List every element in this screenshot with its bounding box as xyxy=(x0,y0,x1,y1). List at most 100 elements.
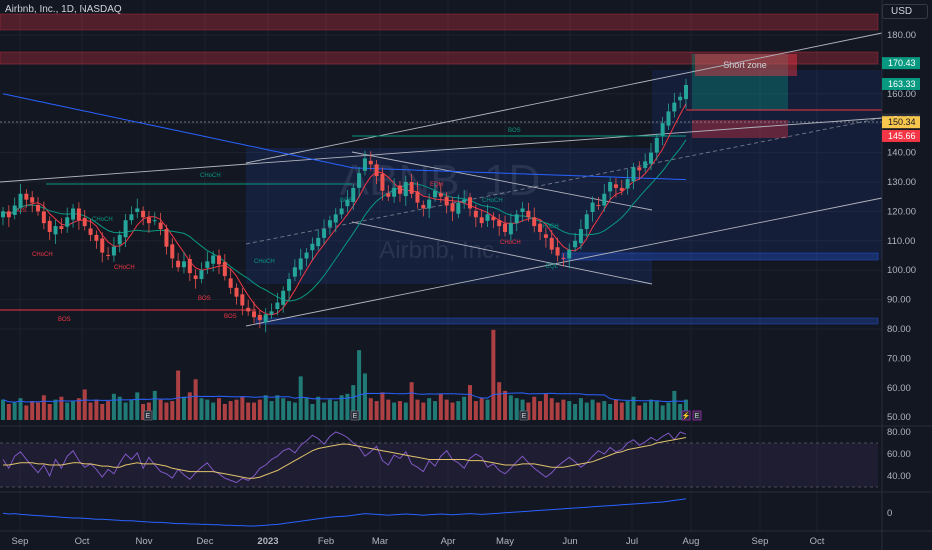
volume-bar xyxy=(473,401,478,420)
price-tick-label: 90.00 xyxy=(887,295,911,306)
time-tick-label: Jun xyxy=(562,536,577,547)
volume-bar xyxy=(374,401,379,420)
candle-body xyxy=(252,311,257,318)
volume-bar xyxy=(1,399,5,420)
volume-bar xyxy=(18,398,23,420)
volume-bar xyxy=(666,402,671,420)
price-tick-label: 100.00 xyxy=(887,265,916,276)
moving-averages xyxy=(2,93,687,316)
volume-bar xyxy=(397,401,402,420)
descending-lower xyxy=(351,221,653,285)
candle-body xyxy=(199,270,204,280)
volume-bar xyxy=(514,398,519,420)
label-choch-2: CHoCH xyxy=(92,217,113,223)
label-choch-7: CHoCH xyxy=(500,240,521,246)
rsi-lines xyxy=(2,431,687,484)
obv-line xyxy=(2,498,687,527)
candle-body xyxy=(678,96,683,101)
volume-bar xyxy=(561,399,566,420)
volume-bar xyxy=(427,398,432,420)
volume-bar xyxy=(263,395,268,420)
candle-body xyxy=(100,238,105,253)
candle-body xyxy=(12,205,17,215)
candle-body xyxy=(275,302,280,310)
candle-body xyxy=(257,314,262,321)
svg-text:E: E xyxy=(146,413,151,420)
candle-body xyxy=(415,191,420,203)
svg-text:E: E xyxy=(695,413,700,420)
label-choch-6: CHoCH xyxy=(482,198,503,204)
volume-bar xyxy=(205,399,210,420)
candle-body xyxy=(287,279,292,291)
candle-body xyxy=(368,160,373,165)
volume-bar xyxy=(608,404,613,420)
price-tick-label: 180.00 xyxy=(887,30,916,41)
candle-body xyxy=(41,211,46,224)
volume-bar xyxy=(497,382,502,420)
time-tick-label: Nov xyxy=(136,536,153,547)
price-tick-label: 60.00 xyxy=(887,383,911,394)
volume-bar xyxy=(520,399,525,420)
candle-body xyxy=(403,182,408,197)
volume-bar xyxy=(123,402,128,420)
candle-body xyxy=(497,220,502,227)
candle-body xyxy=(18,193,23,208)
svg-text:E: E xyxy=(522,413,527,420)
volume-bar xyxy=(538,401,543,420)
volume-bar xyxy=(41,395,46,420)
candle-body xyxy=(538,223,543,232)
volume-bar xyxy=(322,402,327,420)
candle-body xyxy=(672,102,677,112)
candle-body xyxy=(555,247,560,256)
volume-bar xyxy=(82,389,87,420)
price-tick-label: 110.00 xyxy=(887,236,915,247)
label-choch-4: CHoCH xyxy=(114,265,135,271)
candle-body xyxy=(240,294,245,306)
candle-body xyxy=(187,259,192,274)
time-tick-label: Oct xyxy=(75,536,90,547)
earnings-icon xyxy=(692,410,702,421)
volume-bar xyxy=(252,402,257,420)
volume-bar xyxy=(567,401,572,420)
candle-body xyxy=(450,203,455,212)
price-tick-label: 160.00 xyxy=(887,89,916,100)
candle-body xyxy=(485,214,490,221)
candle-body xyxy=(94,234,99,241)
volume-bar xyxy=(409,382,414,420)
label-eqh: EQH xyxy=(430,182,443,188)
volume-bar xyxy=(602,401,607,420)
candle-body xyxy=(590,202,595,212)
watermark-ticker: ABNB, 1D xyxy=(340,156,541,205)
volume-bar xyxy=(578,398,583,420)
candle-body xyxy=(158,222,163,230)
candle-body xyxy=(30,197,35,203)
time-tick-label: Dec xyxy=(197,536,214,547)
candle-body xyxy=(573,240,578,248)
candle-body xyxy=(596,204,601,206)
time-tick-label: Sep xyxy=(752,536,769,547)
volume-bar xyxy=(415,399,420,420)
candle-body xyxy=(473,210,478,218)
volume-bar xyxy=(619,402,624,420)
volume-bar xyxy=(456,401,461,420)
volume-bar xyxy=(450,402,455,420)
price-tick-label: 130.00 xyxy=(887,177,916,188)
candle-body xyxy=(176,260,181,268)
volume-bar xyxy=(310,404,315,420)
candle-body xyxy=(82,217,87,227)
volume-bar xyxy=(362,373,367,420)
rsi-tick-label: 60.00 xyxy=(887,449,911,460)
volume-bar xyxy=(53,399,58,420)
demand-zone-1 xyxy=(561,252,879,261)
volume-bar xyxy=(222,404,227,420)
candle-body xyxy=(578,229,583,244)
volume-bar xyxy=(94,399,99,420)
candle-body xyxy=(374,164,379,177)
ema-slow-line xyxy=(2,139,687,302)
time-tick-label: May xyxy=(496,536,514,547)
candle-body xyxy=(427,199,432,209)
volume-bar xyxy=(129,399,134,420)
volume-bar xyxy=(316,396,321,420)
